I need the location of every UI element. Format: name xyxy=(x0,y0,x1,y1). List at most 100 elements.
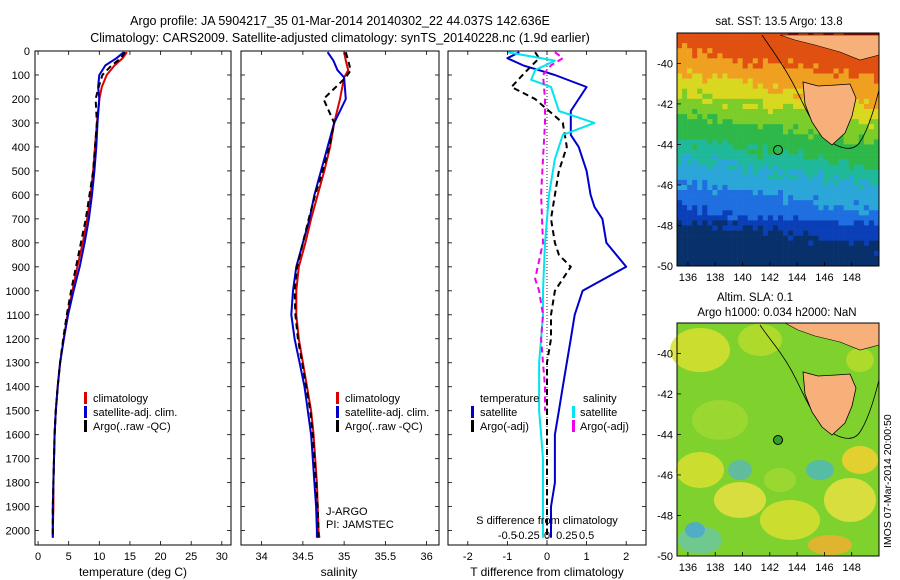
sst-cell xyxy=(682,98,688,105)
sst-cell xyxy=(742,260,748,267)
sst-cell xyxy=(848,159,855,165)
sst-cell xyxy=(793,63,799,69)
sst-cell xyxy=(843,260,849,267)
sst-cell xyxy=(863,205,870,211)
sst-cell xyxy=(742,200,748,206)
sst-cell xyxy=(757,235,764,241)
sst-cell xyxy=(687,38,693,44)
sst-cell xyxy=(737,53,743,59)
sst-cell xyxy=(783,184,789,191)
sst-cell xyxy=(697,215,703,221)
sst-cell xyxy=(843,225,849,231)
sst-cell xyxy=(752,119,759,125)
sst-cell xyxy=(803,68,809,74)
map-x-tick-label: 148 xyxy=(843,562,861,574)
sst-cell xyxy=(848,119,855,125)
sst-cell xyxy=(772,53,779,59)
sst-cell xyxy=(813,250,819,257)
sst-cell xyxy=(833,164,839,171)
sst-cell xyxy=(868,195,875,201)
sst-cell xyxy=(732,33,738,39)
sst-cell xyxy=(747,93,754,100)
sst-cell xyxy=(813,230,819,236)
sst-cell xyxy=(752,129,759,135)
sst-cell xyxy=(687,124,693,130)
sst-cell xyxy=(803,250,809,257)
sst-cell xyxy=(717,38,723,44)
sst-cell xyxy=(863,149,870,155)
sst-cell xyxy=(707,164,713,171)
sst-cell xyxy=(752,159,759,165)
sst-cell xyxy=(858,220,865,226)
sst-cell xyxy=(727,114,733,120)
map-y-tick-label: -44 xyxy=(657,139,673,151)
sst-cell xyxy=(742,129,748,135)
sst-cell xyxy=(712,78,718,84)
sst-cell xyxy=(853,225,860,231)
sst-cell xyxy=(692,38,698,44)
sst-cell xyxy=(803,159,809,165)
sst-cell xyxy=(798,179,804,186)
sst-cell xyxy=(727,210,733,216)
sst-cell xyxy=(697,68,703,74)
sst-cell xyxy=(747,139,754,145)
sst-cell xyxy=(863,68,870,74)
sst-cell xyxy=(677,225,683,231)
sst-cell xyxy=(757,245,764,252)
sst-cell xyxy=(732,205,738,211)
sst-cell xyxy=(863,230,870,236)
sst-cell xyxy=(702,43,708,49)
sst-cell xyxy=(793,149,799,155)
sst-cell xyxy=(677,195,683,201)
sst-cell xyxy=(722,144,728,150)
sst-cell xyxy=(732,235,738,241)
sst-cell xyxy=(762,210,769,216)
sst-cell xyxy=(767,98,774,105)
sst-cell xyxy=(687,235,693,241)
sst-cell xyxy=(737,225,743,231)
sst-cell xyxy=(863,134,870,140)
sst-cell xyxy=(677,205,683,211)
sst-cell xyxy=(838,174,844,181)
sst-cell xyxy=(813,240,819,247)
sst-cell xyxy=(762,53,769,59)
sst-cell xyxy=(717,43,723,49)
sst-cell xyxy=(717,33,723,39)
sst-cell xyxy=(858,250,865,257)
sst-cell xyxy=(813,235,819,241)
sst-cell xyxy=(818,154,824,160)
sst-cell xyxy=(848,195,855,201)
legend-climatology: climatology xyxy=(345,393,401,405)
sst-cell xyxy=(677,129,683,135)
sst-cell xyxy=(778,139,784,145)
sst-cell xyxy=(762,220,769,226)
sst-cell xyxy=(757,48,764,54)
sst-cell xyxy=(702,144,708,150)
sst-cell xyxy=(808,184,814,191)
sst-cell xyxy=(712,139,718,145)
sst-cell xyxy=(843,164,849,171)
sst-cell xyxy=(737,230,743,236)
sst-cell xyxy=(772,73,779,79)
sst-cell xyxy=(838,260,844,267)
sst-cell xyxy=(677,114,683,120)
sst-cell xyxy=(682,215,688,221)
sst-argo-marker xyxy=(773,145,783,155)
sst-cell xyxy=(752,78,759,84)
sst-cell xyxy=(707,78,713,84)
sla-anomaly-blob xyxy=(738,324,782,356)
sst-cell xyxy=(747,159,754,165)
sst-cell xyxy=(762,169,769,176)
sst-cell xyxy=(868,144,875,150)
sst-cell xyxy=(873,205,880,211)
sst-cell xyxy=(682,58,688,64)
sst-cell xyxy=(687,144,693,150)
sst-cell xyxy=(803,43,809,49)
sst-cell xyxy=(788,108,794,115)
sst-cell xyxy=(868,255,875,262)
sst-cell xyxy=(737,139,743,145)
sst-cell xyxy=(803,48,809,54)
sst-cell xyxy=(712,124,718,130)
sst-cell xyxy=(692,78,698,84)
sst-cell xyxy=(682,174,688,181)
